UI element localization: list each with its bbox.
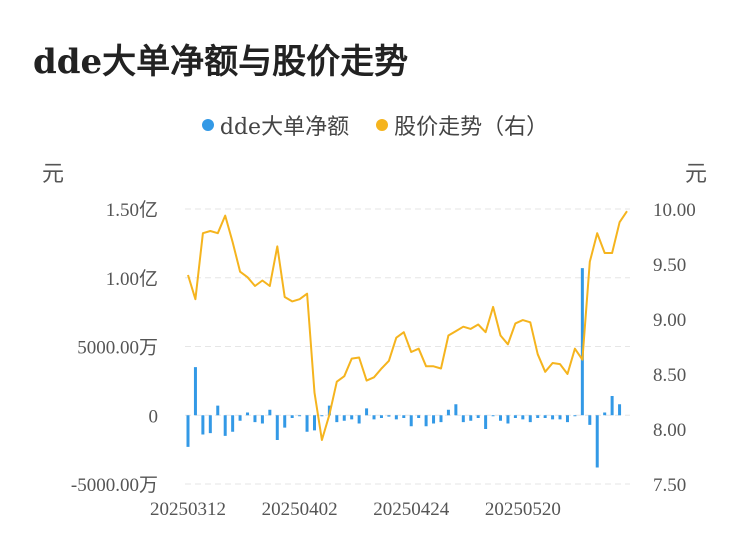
bar-dde [499, 415, 503, 421]
left-tick-label: 5000.00万 [77, 338, 158, 359]
bar-dde [565, 415, 569, 423]
x-tick-label: 20250424 [373, 499, 450, 520]
bar-dde [432, 415, 436, 424]
right-axis-unit: 元 [685, 162, 708, 187]
bar-dde [521, 415, 525, 420]
bar-dde [424, 415, 428, 427]
bar-dde [394, 415, 398, 420]
legend-label-price: 股价走势（右） [394, 115, 549, 140]
right-tick-label: 10.00 [653, 200, 696, 221]
bar-dde [536, 415, 540, 418]
bar-dde [580, 268, 584, 416]
bar-dde [439, 415, 443, 423]
bar-dde [417, 415, 421, 418]
bar-dde [350, 415, 354, 420]
bar-dde [528, 415, 532, 423]
bar-dde [223, 415, 227, 436]
bar-dde [543, 415, 547, 418]
bar-dde [558, 415, 562, 420]
bar-dde [275, 415, 279, 440]
bar-dde [186, 415, 190, 447]
bar-dde [402, 415, 406, 418]
bar-dde [446, 409, 450, 416]
bar-dde [201, 415, 205, 435]
bar-dde [491, 415, 495, 417]
bar-dde [238, 415, 242, 421]
bar-dde [283, 415, 287, 428]
bar-dde [588, 415, 592, 425]
bar-dde [268, 409, 272, 416]
legend-label-dde: dde大单净额 [219, 115, 350, 140]
bar-dde [379, 415, 383, 418]
left-axis-unit: 元 [42, 162, 65, 187]
legend: dde大单净额 股价走势（右） [0, 109, 750, 141]
bar-dde [387, 415, 391, 417]
bar-dde [484, 415, 488, 429]
bar-dde [372, 415, 376, 420]
right-tick-label: 9.50 [653, 255, 686, 276]
bar-dde [618, 404, 622, 416]
x-tick-label: 20250402 [262, 499, 338, 520]
bar-dde [573, 415, 577, 417]
left-tick-label: 0 [149, 406, 159, 427]
bar-dde [312, 415, 316, 431]
bar-dde [298, 415, 302, 417]
bar-dde [193, 367, 197, 416]
right-tick-label: 7.50 [653, 475, 686, 496]
bar-dde [513, 415, 517, 418]
right-tick-label: 8.00 [653, 420, 686, 441]
bar-dde [357, 415, 361, 424]
right-tick-label: 9.00 [653, 310, 686, 331]
left-tick-label: -5000.00万 [71, 475, 158, 496]
price-line [187, 210, 628, 441]
bar-dde [469, 415, 473, 421]
bar-dde [454, 404, 458, 416]
bar-dde [305, 415, 309, 432]
bar-dde [335, 415, 339, 423]
legend-dot-price [376, 119, 389, 131]
right-tick-label: 8.50 [653, 365, 686, 386]
bar-dde [231, 415, 235, 432]
bar-dde [506, 415, 510, 424]
bar-dde [365, 408, 369, 416]
bar-dde [253, 415, 257, 423]
bar-dde [216, 405, 220, 416]
bar-dde [246, 412, 250, 416]
bar-dde [551, 415, 555, 420]
bar-dde [290, 415, 294, 418]
legend-item-price[interactable]: 股价走势（右） [376, 109, 548, 141]
left-tick-label: 1.50亿 [106, 199, 158, 221]
bar-dde [208, 415, 212, 434]
chart-title: dde大单净额与股价走势 [33, 42, 409, 82]
bar-dde [320, 415, 324, 417]
bar-dde [595, 415, 599, 468]
legend-item-dde[interactable]: dde大单净额 [201, 109, 350, 141]
legend-dot-dde [201, 119, 214, 131]
x-tick-label: 20250520 [485, 499, 561, 520]
bar-dde [610, 396, 614, 416]
bar-dde [461, 415, 465, 423]
x-tick-label: 20250312 [150, 499, 226, 520]
bar-dde [260, 415, 264, 424]
bar-dde [409, 415, 413, 427]
bar-dde [342, 415, 346, 421]
bar-dde [476, 415, 480, 418]
bar-dde [603, 412, 607, 416]
left-tick-label: 1.00亿 [106, 268, 158, 290]
